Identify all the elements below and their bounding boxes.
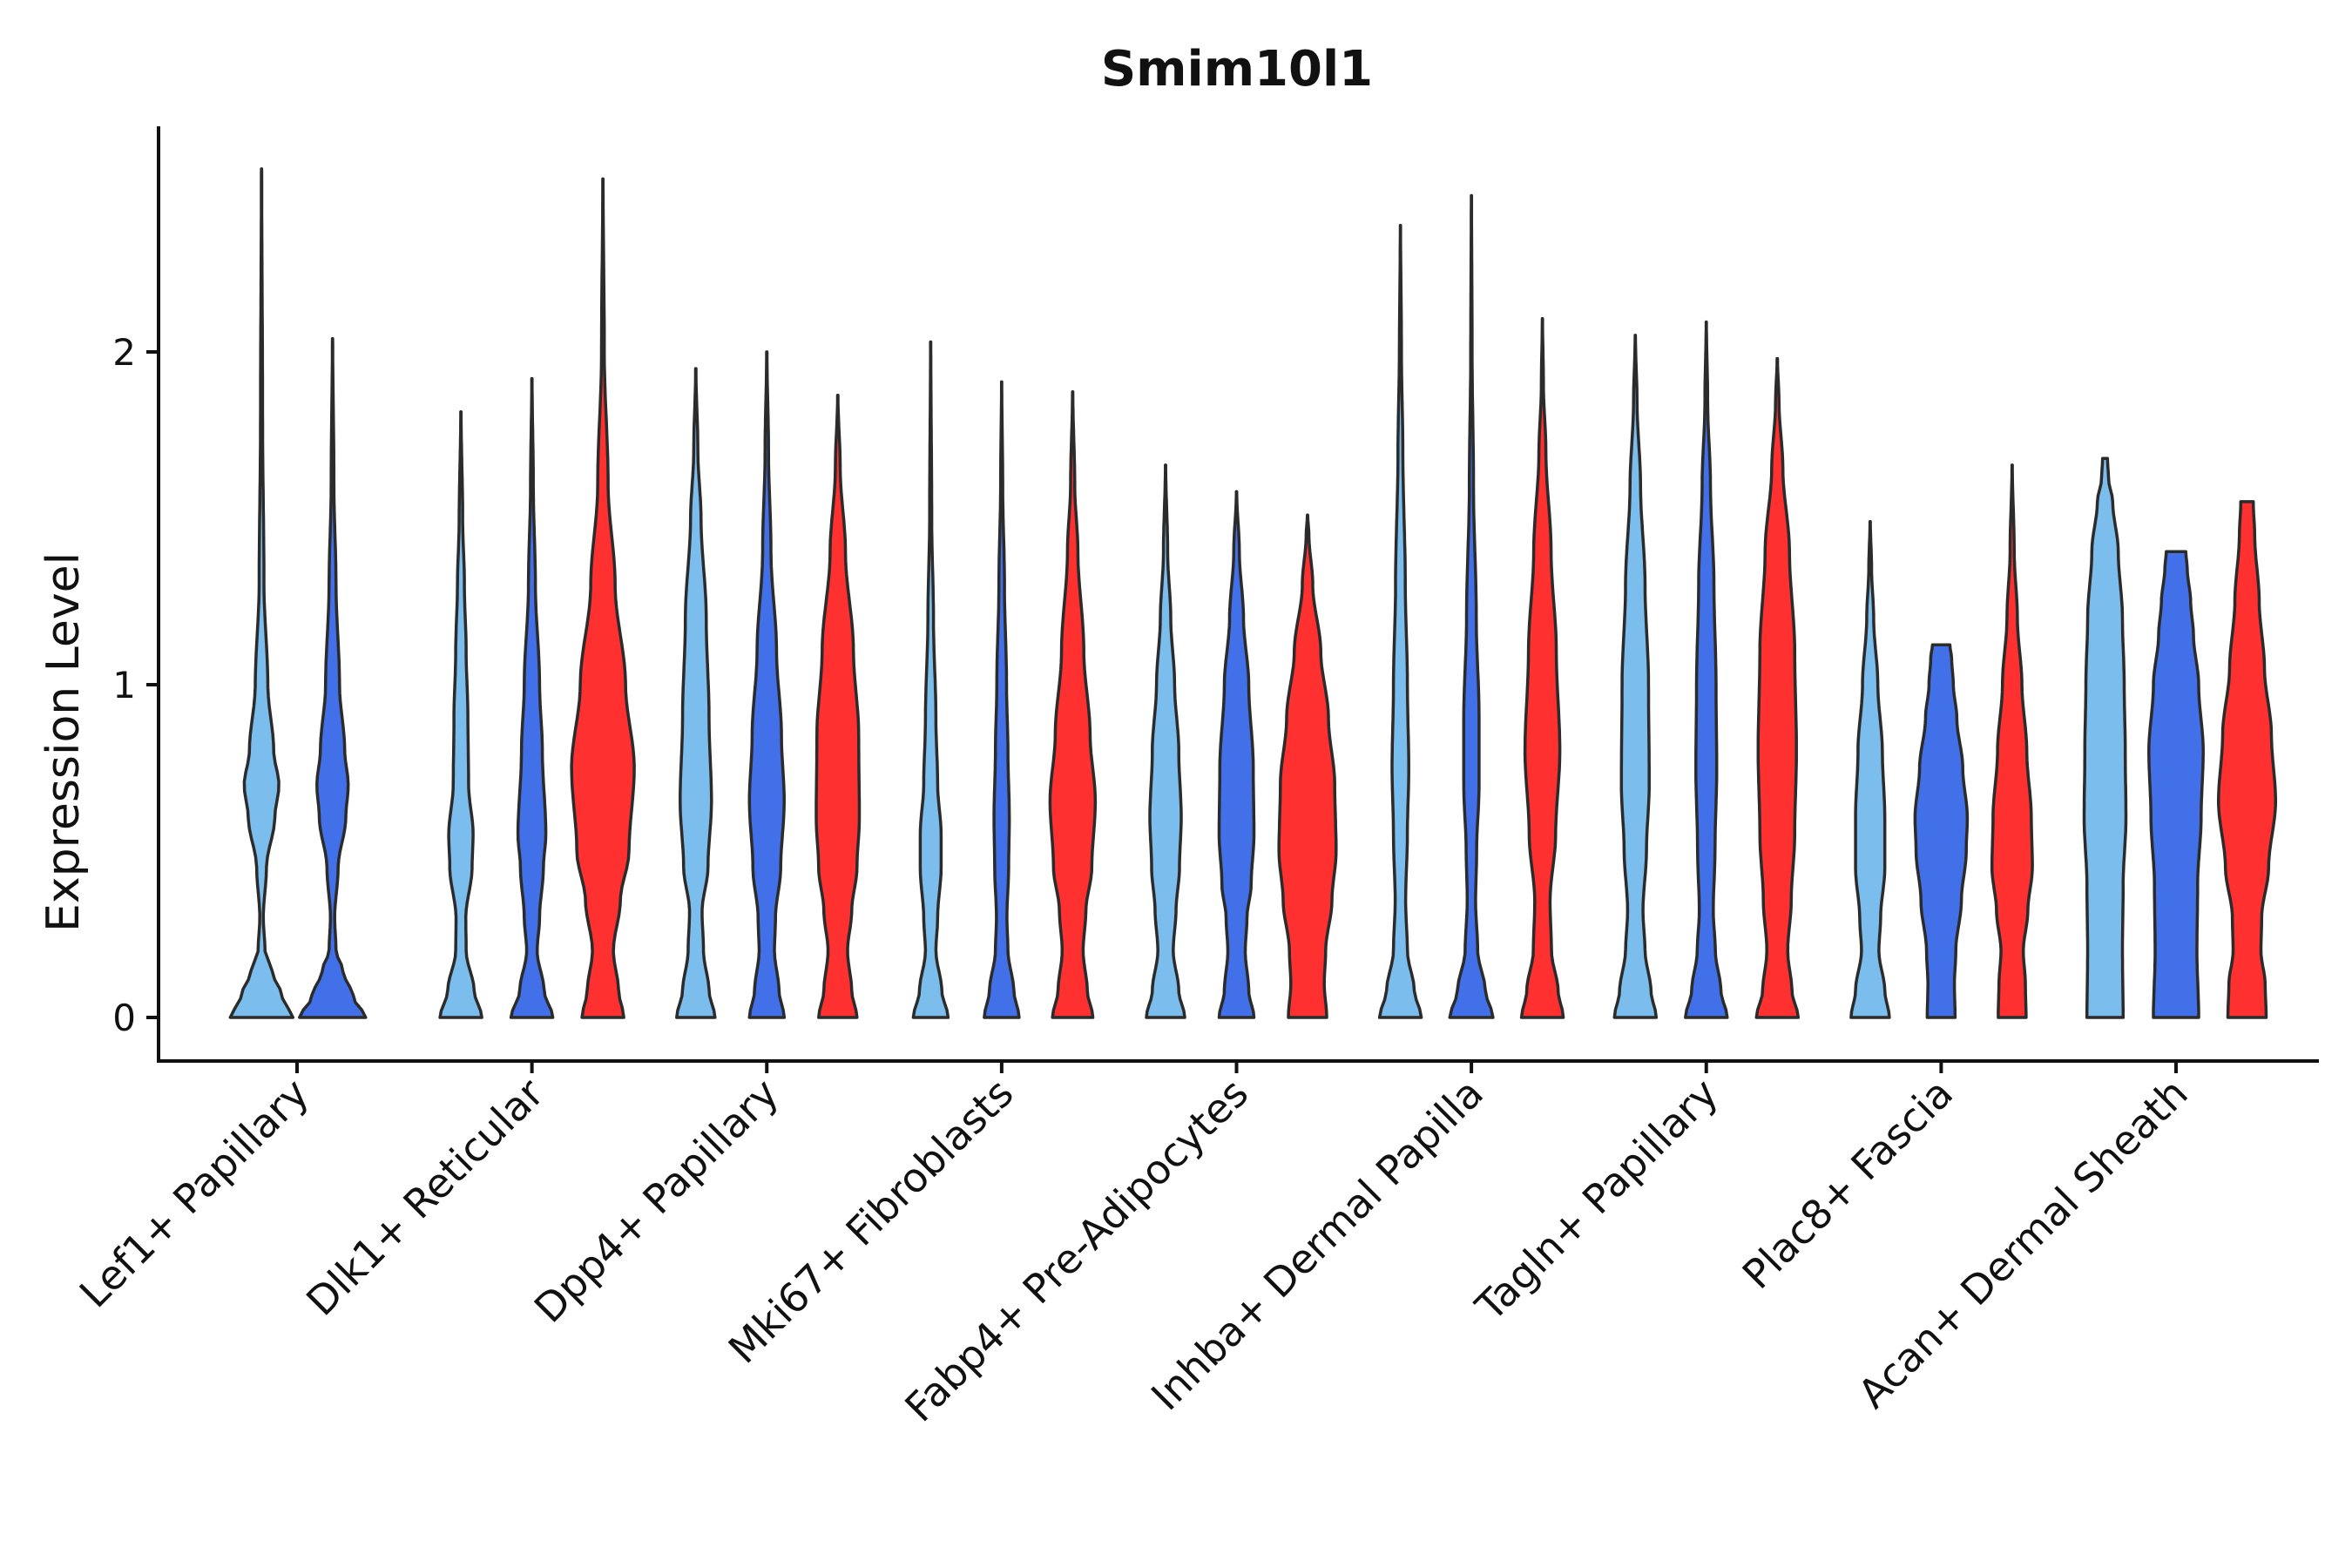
- x-category-label-7: Tagln+ Papillary: [1466, 1070, 1727, 1331]
- violin-7-2: [1684, 320, 1729, 1019]
- violin-2-3: [570, 177, 636, 1019]
- violin-5-2: [1217, 490, 1256, 1019]
- x-category-label-2: Dlk1+ Reticular: [297, 1070, 552, 1325]
- violin-1-2: [298, 336, 368, 1019]
- violin-3-2: [747, 350, 787, 1019]
- x-category-label-1: Lef1+ Papillary: [71, 1070, 318, 1317]
- violin-5-1: [1145, 463, 1186, 1019]
- violin-plot-area: [228, 167, 2278, 1019]
- violin-2-2: [509, 376, 555, 1019]
- violin-3-1: [675, 367, 717, 1019]
- violin-6-2: [1448, 193, 1495, 1019]
- violin-9-2: [2147, 550, 2205, 1019]
- violin-1-1: [228, 167, 295, 1019]
- violin-4-1: [911, 340, 950, 1019]
- violin-8-3: [1990, 463, 2034, 1019]
- violin-3-3: [814, 393, 862, 1019]
- violin-8-2: [1913, 643, 1970, 1019]
- y-axis-label: Expression Level: [37, 552, 90, 932]
- chart-title: Smim10l1: [1101, 41, 1373, 98]
- y-tick-label-2: 2: [112, 331, 136, 374]
- x-category-label-8: Plac8+ Fascia: [1734, 1070, 1962, 1298]
- violin-7-3: [1754, 356, 1801, 1019]
- violin-2-1: [438, 410, 483, 1019]
- violin-7-1: [1612, 334, 1659, 1019]
- violin-9-3: [2216, 500, 2278, 1019]
- violin-5-3: [1277, 513, 1338, 1019]
- violin-9-1: [2082, 456, 2128, 1019]
- x-category-label-3: Dpp4+ Papillary: [525, 1070, 787, 1332]
- y-tick-label-0: 0: [112, 997, 136, 1039]
- violin-6-1: [1377, 224, 1423, 1019]
- violin-8-1: [1849, 520, 1891, 1019]
- violin-4-2: [983, 380, 1021, 1019]
- violin-6-3: [1519, 317, 1565, 1019]
- violin-4-3: [1048, 390, 1098, 1019]
- y-tick-label-1: 1: [112, 664, 136, 706]
